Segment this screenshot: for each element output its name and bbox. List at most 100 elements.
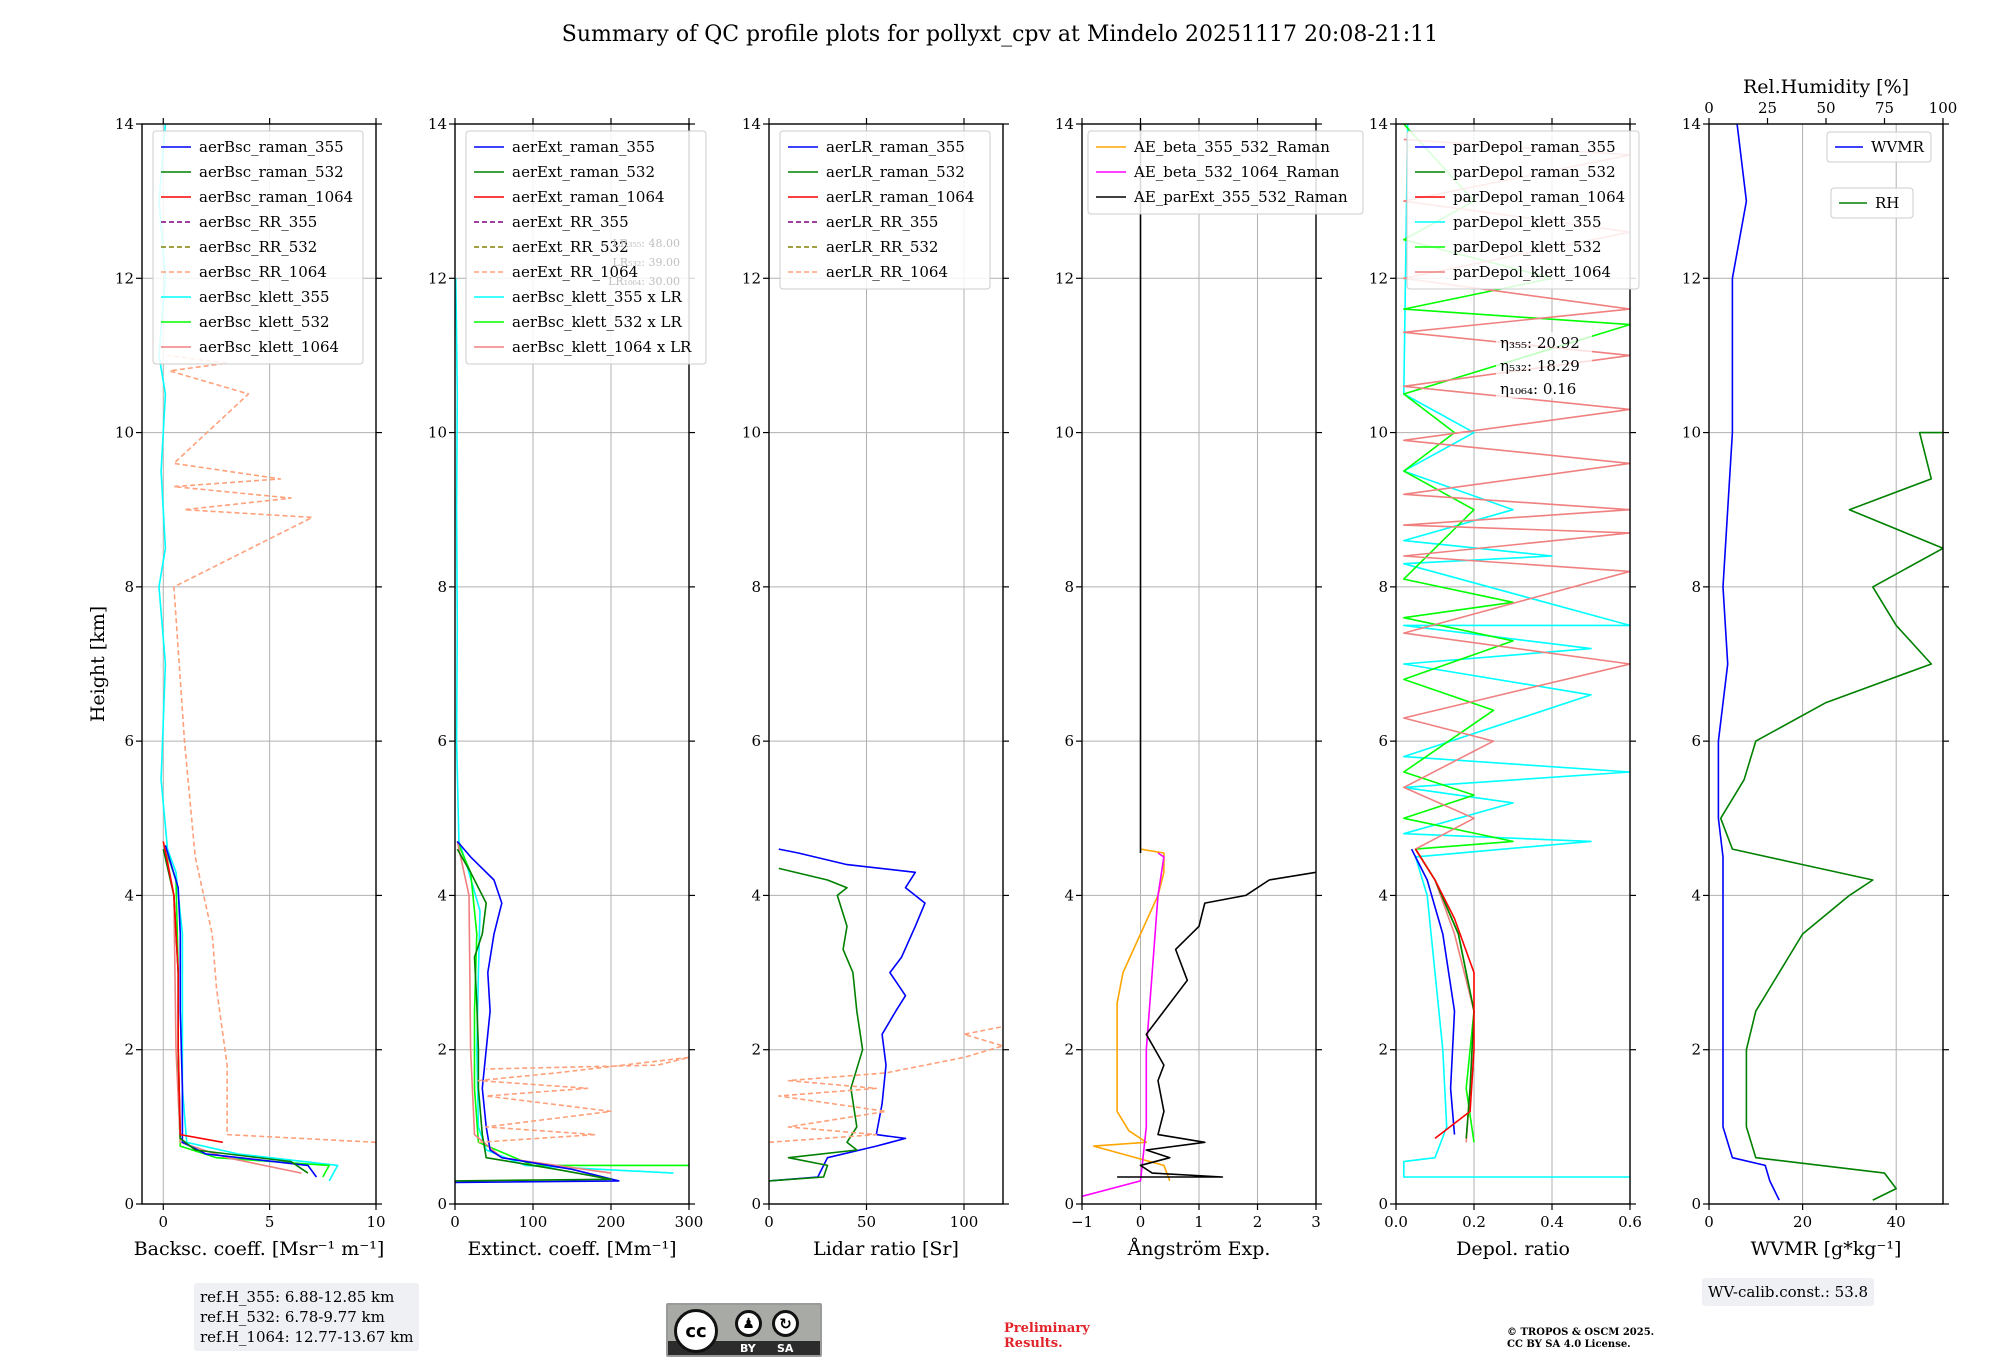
ref-h-1064: ref.H_1064: 12.77-13.67 km [200,1328,414,1346]
panel-frame-0 [141,123,377,1205]
legend-box-0 [152,130,364,365]
series-line-1-3 [455,840,620,1184]
top-xtick-label-5-3: 75 [1875,99,1894,117]
series-line-0-1 [164,848,331,1178]
xlabel-0: Backsc. coeff. [Msr⁻¹ m⁻¹] [134,1238,385,1260]
ytick-label-0-2: 4 [124,886,134,904]
xtick-label-2-2: 100 [950,1213,979,1231]
ytick-label-0-5: 10 [115,424,134,442]
series-line-1-4 [455,848,612,1182]
ytick-label-5-4: 8 [1691,578,1701,596]
legend-box-1 [465,130,707,365]
ytick-label-0-7: 14 [115,115,134,133]
xtick-label-2-1: 50 [857,1213,876,1231]
series-line-0-5 [162,841,223,1144]
ytick-label-5-1: 2 [1691,1041,1701,1059]
ytick-label-1-3: 6 [437,732,447,750]
series-line-3-0 [1092,848,1171,1182]
legend-label-2-4: aerLR_RR_532 [826,238,938,256]
series-line-3-1 [1082,852,1165,1198]
top-xtick-label-5-4: 100 [1929,99,1958,117]
ytick-label-4-6: 12 [1369,269,1388,287]
legend-label-1-8: aerBsc_klett_1064 x LR [512,338,692,356]
legend-box-4 [1406,130,1640,290]
legend-label-0-6: aerBsc_klett_355 [199,288,330,306]
legend-label-2-5: aerLR_RR_1064 [826,263,948,281]
xtick-label-1-3: 300 [675,1213,704,1231]
legend-label-3-1: AE_beta_532_1064_Raman [1133,163,1340,181]
xtick-label-3-4: 3 [1311,1213,1321,1231]
wv-calib-box: WV-calib.const.: 53.8 [1702,1278,1875,1306]
copyright-notice: © TROPOS & OSCM 2025. CC BY SA 4.0 Licen… [1507,1327,1655,1350]
attribution-icon: ♟ [735,1310,762,1337]
top-xtick-label-5-2: 50 [1816,99,1835,117]
legend-label-4-4: parDepol_klett_532 [1453,238,1602,256]
legend-label-4-5: parDepol_klett_1064 [1453,263,1611,281]
share-alike-icon: ↻ [772,1310,799,1337]
legend-label-4-2: parDepol_raman_1064 [1453,188,1625,206]
legend-label-0-1: aerBsc_raman_532 [199,163,344,181]
ytick-label-0-1: 2 [124,1041,134,1059]
xtick-label-1-2: 200 [597,1213,626,1231]
cc-icon: cc [674,1309,718,1353]
wv-calib-text: WV-calib.const.: 53.8 [1708,1283,1869,1301]
ytick-label-5-5: 10 [1682,424,1701,442]
legend-label-3-2: AE_parExt_355_532_Raman [1133,188,1348,206]
eta-box [1496,332,1592,398]
legend-label-3-0: AE_beta_355_532_Raman [1133,138,1330,156]
panel-frame-5 [1708,123,1944,1205]
sa-label: SA [777,1342,794,1355]
ytick-label-1-0: 0 [437,1195,447,1213]
ytick-label-4-2: 4 [1378,886,1388,904]
figure-title: Summary of QC profile plots for pollyxt_… [561,22,1439,47]
series-line-1-5 [477,1056,689,1144]
ytick-label-2-0: 0 [751,1195,761,1213]
xtick-label-0-1: 5 [265,1213,275,1231]
legend-label-0-7: aerBsc_klett_532 [199,313,330,331]
lr-label-2: LR₁₀₆₄: 30.00 [608,275,680,288]
ytick-label-2-5: 10 [742,424,761,442]
xtick-label-2-0: 0 [764,1213,774,1231]
xtick-label-4-0: 0.0 [1384,1213,1408,1231]
series-line-4-5 [1414,848,1475,1140]
ytick-label-1-7: 14 [428,115,447,133]
ytick-label-3-7: 14 [1055,115,1074,133]
ytick-label-3-1: 2 [1064,1041,1074,1059]
xlabel-4: Depol. ratio [1456,1238,1570,1260]
panel-frame-1 [454,123,690,1205]
top-xtick-label-5-1: 25 [1758,99,1777,117]
legend-label-2-0: aerLR_raman_355 [826,138,965,156]
legend-label-0-2: aerBsc_raman_1064 [199,188,353,206]
eta-label-0: η₃₅₅: 20.92 [1500,334,1580,352]
xtick-label-1-1: 100 [519,1213,548,1231]
ytick-label-5-7: 14 [1682,115,1701,133]
series-line-5-1 [1719,431,1943,1201]
legend-label-1-4: aerExt_RR_532 [512,238,629,256]
ytick-label-4-4: 8 [1378,578,1388,596]
legend-label-0-0: aerBsc_raman_355 [199,138,344,156]
xtick-label-3-0: −1 [1071,1213,1093,1231]
xtick-label-4-2: 0.4 [1540,1213,1564,1231]
legend-label-2-3: aerLR_RR_355 [826,213,938,231]
panel-frame-4 [1395,123,1631,1205]
ytick-label-1-5: 10 [428,424,447,442]
top-xlabel-5: Rel.Humidity [%] [1743,76,1909,98]
xtick-label-5-1: 20 [1793,1213,1812,1231]
ytick-label-0-0: 0 [124,1195,134,1213]
legend-label-1-3: aerExt_RR_355 [512,213,629,231]
ytick-label-3-4: 8 [1064,578,1074,596]
ytick-label-2-1: 2 [751,1041,761,1059]
xtick-label-0-2: 10 [366,1213,385,1231]
legend-box-3 [1087,130,1364,215]
legend-label-4-1: parDepol_raman_532 [1453,163,1616,181]
legend-label-5-1: RH [1875,194,1899,212]
ytick-label-2-6: 12 [742,269,761,287]
cc-by-sa-logo: cc ♟ ↻ BY SA [666,1303,822,1357]
ytick-label-3-2: 4 [1064,886,1074,904]
xlabel-1: Extinct. coeff. [Mm⁻¹] [467,1238,676,1260]
ytick-label-5-6: 12 [1682,269,1701,287]
legend-label-0-4: aerBsc_RR_532 [199,238,317,256]
legend-label-1-7: aerBsc_klett_532 x LR [512,313,683,331]
series-line-1-0 [455,278,674,1174]
